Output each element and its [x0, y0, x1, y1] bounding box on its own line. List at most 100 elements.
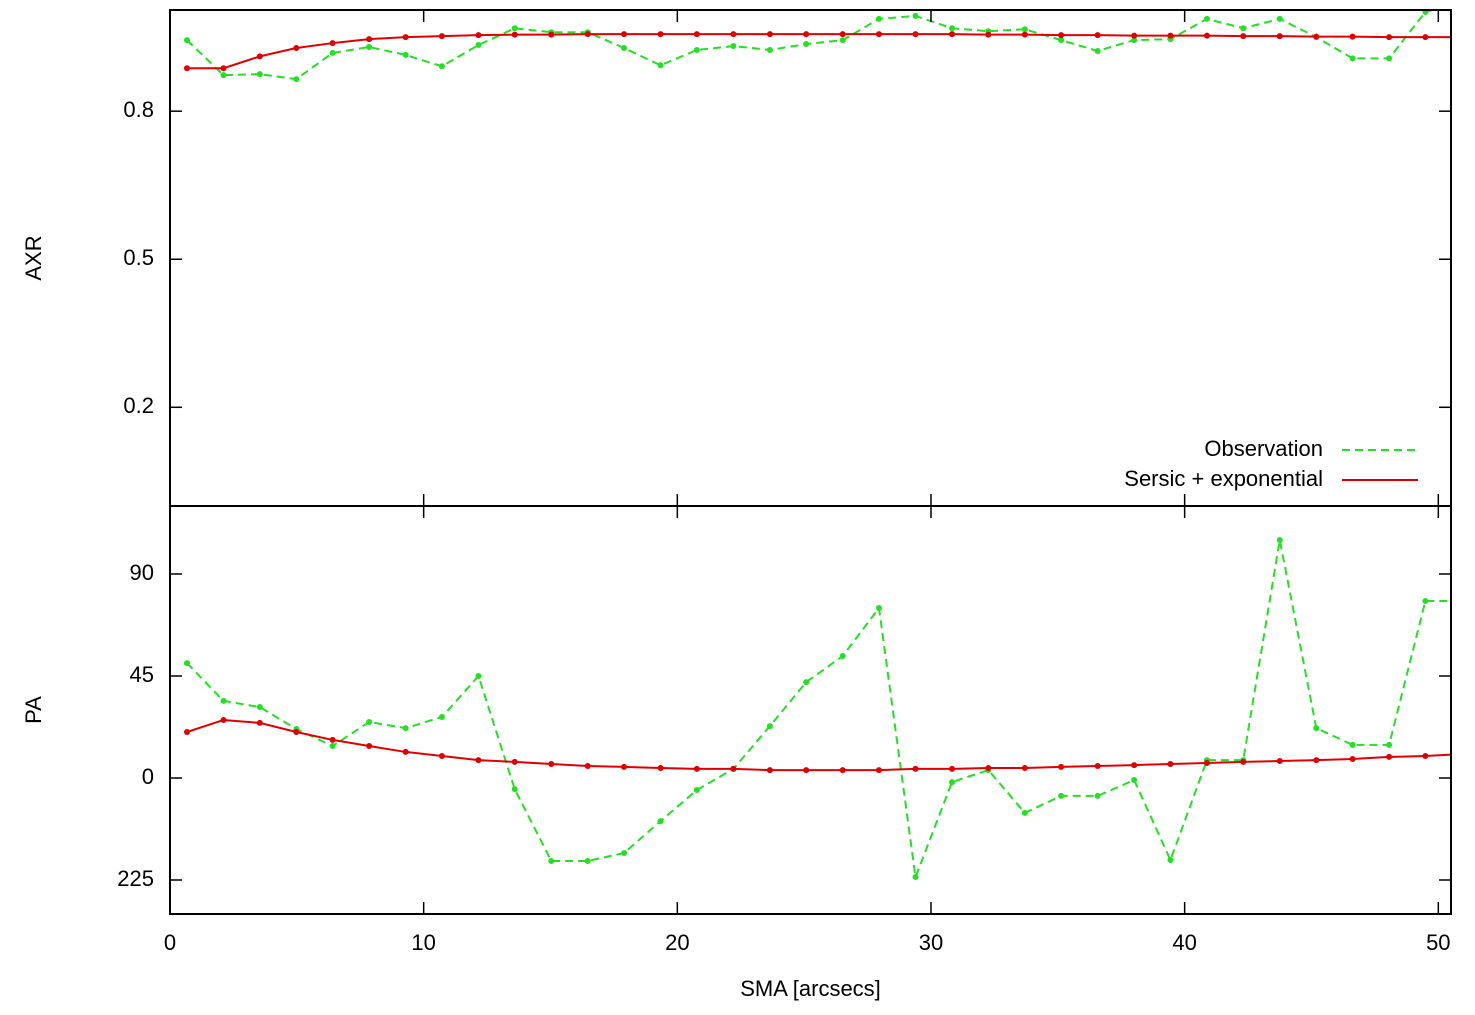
point: [693, 46, 700, 53]
point: [220, 716, 227, 723]
point: [584, 857, 591, 864]
point: [183, 728, 190, 735]
point: [220, 72, 227, 79]
point: [949, 779, 956, 786]
y-tick-label: 225: [117, 866, 154, 891]
y-tick-label: 0: [142, 764, 154, 789]
point: [1021, 26, 1028, 33]
point: [220, 697, 227, 704]
point: [1058, 37, 1065, 44]
y-axis-label: AXR: [21, 235, 46, 280]
point: [511, 25, 518, 32]
point: [949, 765, 956, 772]
point: [621, 763, 628, 770]
point: [1386, 55, 1393, 62]
series-line: [186, 539, 1451, 878]
point: [1422, 10, 1429, 15]
point: [584, 31, 591, 38]
point: [657, 818, 664, 825]
x-tick-label: 30: [919, 930, 943, 955]
point: [912, 874, 919, 881]
point: [1240, 25, 1247, 32]
point: [1459, 598, 1465, 604]
point: [256, 53, 263, 60]
point: [329, 49, 336, 56]
point: [1349, 741, 1356, 748]
point: [256, 704, 263, 711]
point: [1276, 15, 1283, 22]
point: [329, 743, 336, 750]
point: [1349, 33, 1356, 40]
point: [730, 31, 737, 38]
point: [548, 31, 555, 38]
point: [366, 719, 373, 726]
plot-frame: [169, 505, 1452, 915]
series-line: [186, 718, 1451, 772]
point: [657, 31, 664, 38]
point: [366, 743, 373, 750]
point: [949, 25, 956, 32]
point: [475, 673, 482, 679]
point: [293, 76, 300, 83]
point: [475, 42, 482, 49]
point: [1203, 32, 1210, 39]
point: [329, 736, 336, 743]
point: [912, 765, 919, 772]
point: [621, 850, 628, 857]
point: [438, 33, 445, 40]
point: [366, 44, 373, 51]
point: [1386, 34, 1393, 41]
point: [1094, 47, 1101, 54]
legend-label: Observation: [1204, 436, 1323, 461]
point: [438, 63, 445, 70]
x-tick-label: 40: [1172, 930, 1196, 955]
point: [1276, 758, 1283, 764]
point: [657, 62, 664, 69]
series-line: [186, 10, 1438, 81]
point: [220, 65, 227, 72]
point: [1203, 760, 1210, 767]
point: [875, 15, 882, 22]
point: [402, 748, 409, 755]
point: [1167, 760, 1174, 767]
plot-area: [183, 537, 1465, 881]
point: [1459, 34, 1465, 40]
point: [511, 786, 518, 793]
y-axis-label: PA: [21, 696, 46, 724]
point: [803, 767, 810, 774]
point: [1313, 725, 1320, 732]
point: [366, 36, 373, 43]
point: [766, 46, 773, 53]
point: [1313, 33, 1320, 40]
point: [912, 12, 919, 19]
x-tick-label: 50: [1426, 930, 1450, 955]
point: [1276, 537, 1283, 543]
point: [402, 34, 409, 41]
point: [1422, 753, 1429, 760]
point: [839, 31, 846, 38]
point: [803, 41, 810, 48]
point: [183, 37, 190, 44]
point: [693, 787, 700, 794]
point: [1131, 762, 1138, 769]
point: [657, 765, 664, 772]
point: [183, 65, 190, 72]
point: [1131, 37, 1138, 44]
point: [438, 753, 445, 760]
point: [621, 45, 628, 52]
point: [256, 71, 263, 78]
point: [1021, 31, 1028, 38]
point: [839, 767, 846, 774]
point: [839, 37, 846, 44]
point: [1058, 32, 1065, 39]
x-tick-label: 0: [164, 930, 176, 955]
plot-frame: [169, 9, 1452, 507]
point: [985, 765, 992, 772]
point: [1058, 763, 1065, 770]
point: [839, 653, 846, 660]
point: [1203, 15, 1210, 22]
point: [1131, 32, 1138, 39]
point: [730, 43, 737, 50]
plot-area: [183, 10, 1465, 83]
